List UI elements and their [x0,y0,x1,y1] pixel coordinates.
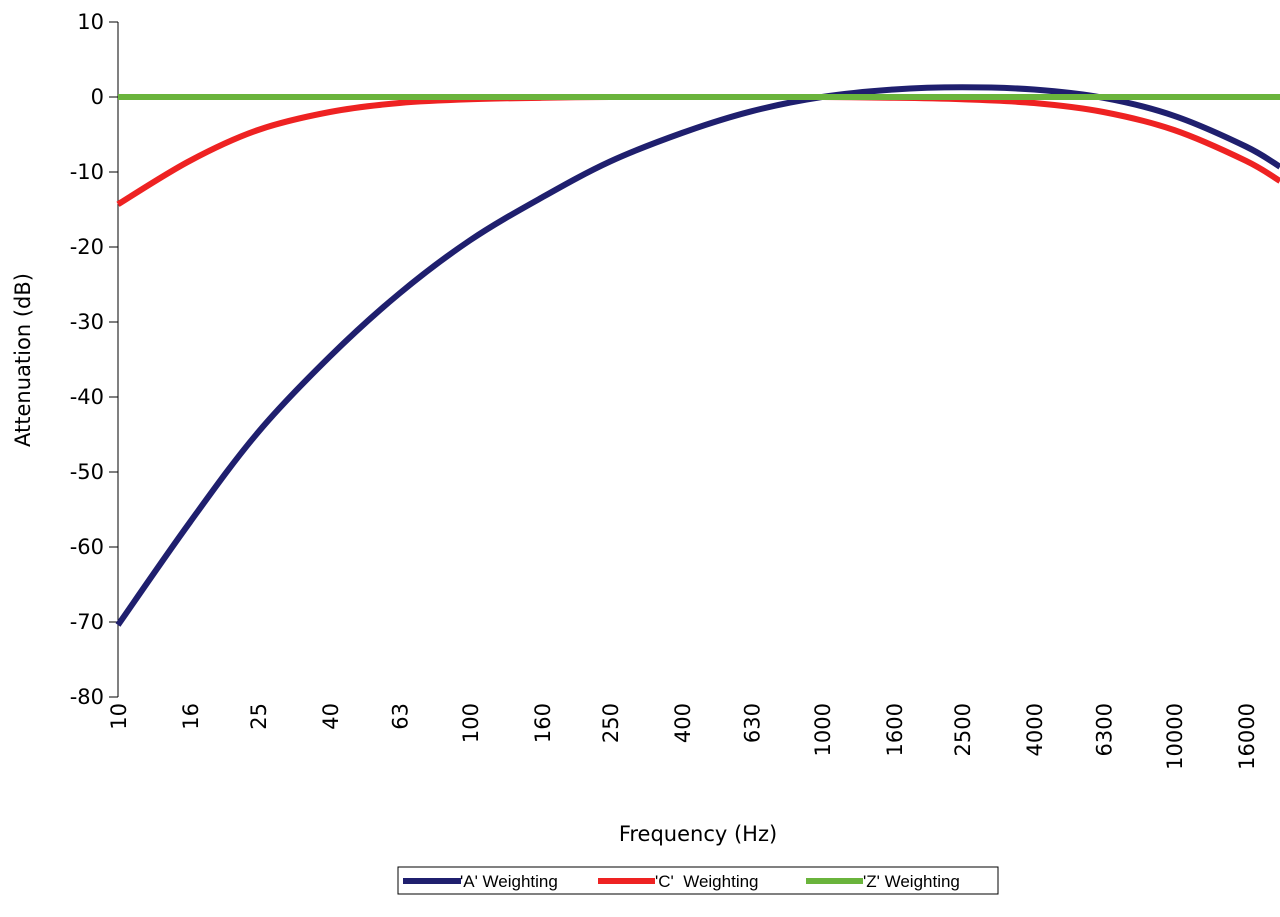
x-tick-label: 6300 [1092,703,1116,756]
y-axis: 10 0 -10 -20 -30 -40 -50 -60 -70 -80 [70,10,119,709]
y-tick-label: -20 [70,235,104,259]
legend-label-aweighting: 'A' Weighting [460,872,558,891]
x-tick-label: 250 [599,703,623,743]
y-tick-label: -40 [70,385,104,409]
x-axis: 10 16 25 40 63 100 160 250 400 630 1000 1600 2500 400… [107,703,1259,770]
y-tick-label: -60 [70,535,104,559]
x-tick-label: 400 [671,703,695,743]
legend-label-zweighting: 'Z' Weighting [863,872,960,891]
plot-area [115,84,1280,627]
x-tick-label: 16 [179,703,203,730]
legend-swatch-aweighting [403,878,461,884]
x-tick-label: 630 [740,703,764,743]
x-axis-title: Frequency (Hz) [619,822,777,846]
series-line-cweighting [116,93,1280,207]
legend-swatch-cweighting [598,878,655,884]
y-tick-label: -50 [70,460,104,484]
x-tick-label: 10 [107,703,131,730]
x-tick-label: 16000 [1235,703,1259,770]
y-axis-title: Attenuation (dB) [11,273,35,447]
x-tick-label: 10000 [1163,703,1187,770]
x-tick-label: 40 [319,703,343,730]
legend-box [397,866,999,895]
x-tick-label: 4000 [1023,703,1047,756]
legend: 'A' Weighting 'C' Weighting 'Z' Weighting [397,866,999,895]
x-tick-label: 63 [388,703,412,730]
x-tick-label: 25 [247,703,271,730]
legend-label-cweighting: 'C' Weighting [655,872,759,891]
x-tick-label: 1000 [811,703,835,756]
x-tick-label: 2500 [951,703,975,756]
y-tick-label: -10 [70,160,104,184]
x-tick-label: 160 [531,703,555,743]
y-tick-label: 10 [77,10,104,34]
series-line-aweighting [115,84,1280,627]
y-tick-label: -30 [70,310,104,334]
x-tick-label: 1600 [883,703,907,756]
y-tick-label: -80 [70,685,104,709]
y-tick-label: 0 [91,85,104,109]
x-tick-label: 100 [459,703,483,743]
legend-swatch-zweighting [806,878,863,884]
y-tick-label: -70 [70,610,104,634]
